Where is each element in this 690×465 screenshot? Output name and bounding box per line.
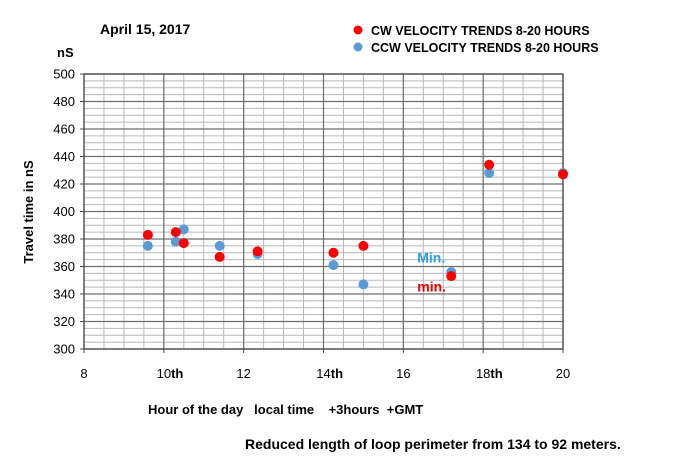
annotations: Min. min.	[417, 249, 446, 294]
x-tick-label: 14th	[316, 366, 343, 381]
cw-point	[142, 229, 153, 240]
annotation-min-ccw: Min.	[417, 249, 445, 265]
cw-point	[170, 227, 181, 238]
x-tick-label: 12	[236, 366, 250, 381]
legend-label-cw: CW VELOCITY TRENDS 8-20 HOURS	[371, 24, 590, 38]
footnote: Reduced length of loop perimeter from 13…	[245, 436, 621, 452]
legend-marker-cw	[353, 25, 363, 35]
date-label: April 15, 2017	[100, 21, 190, 37]
y-tick-label: 340	[53, 287, 75, 302]
ccw-point	[484, 168, 495, 178]
y-tick-label: 440	[53, 149, 75, 164]
annotation-min-cw: min.	[417, 278, 446, 294]
y-unit-label: nS	[57, 45, 74, 60]
x-tick-label: 20	[556, 366, 570, 381]
cw-point	[178, 238, 189, 249]
ccw-point	[178, 224, 189, 235]
ccw-point	[328, 260, 339, 271]
ccw-point	[358, 279, 369, 290]
ccw-point	[142, 240, 153, 251]
legend-marker-ccw	[353, 42, 363, 52]
y-tick-label: 500	[53, 67, 75, 82]
legend-label-ccw: CCW VELOCITY TRENDS 8-20 HOURS	[371, 41, 599, 55]
y-tick-label: 360	[53, 259, 75, 274]
x-tick-label: 16	[396, 366, 410, 381]
y-tick-label: 480	[53, 94, 75, 109]
y-axis-title: Travel time in nS	[21, 160, 36, 264]
ccw-point	[170, 236, 181, 247]
y-tick-label: 400	[53, 204, 75, 219]
cw-point	[252, 246, 263, 257]
data-points	[142, 159, 568, 290]
y-tick-label: 460	[53, 122, 75, 137]
cw-point	[484, 159, 495, 170]
x-tick-label: 18th	[476, 366, 503, 381]
y-tick-label: 300	[53, 342, 75, 357]
x-axis-title: Hour of the day local time +3hours +GMT	[148, 402, 423, 417]
ccw-point	[214, 240, 225, 251]
cw-point	[558, 169, 568, 180]
tick-labels: 300 320 340 360 380 400 420 440 460 480 500 8 10th 12…	[53, 67, 570, 382]
plot-grid	[83, 73, 564, 350]
cw-point	[214, 251, 225, 262]
x-tick-label: 10th	[157, 366, 184, 381]
x-tick-label: 8	[80, 366, 87, 381]
y-tick-label: 380	[53, 232, 75, 247]
plot-axes	[80, 73, 564, 353]
cw-point	[358, 240, 369, 251]
cw-point	[446, 271, 457, 282]
legend: CW VELOCITY TRENDS 8-20 HOURS CCW VELOCI…	[353, 24, 599, 55]
cw-point	[328, 247, 339, 258]
y-tick-label: 420	[53, 177, 75, 192]
y-tick-label: 320	[53, 314, 75, 329]
